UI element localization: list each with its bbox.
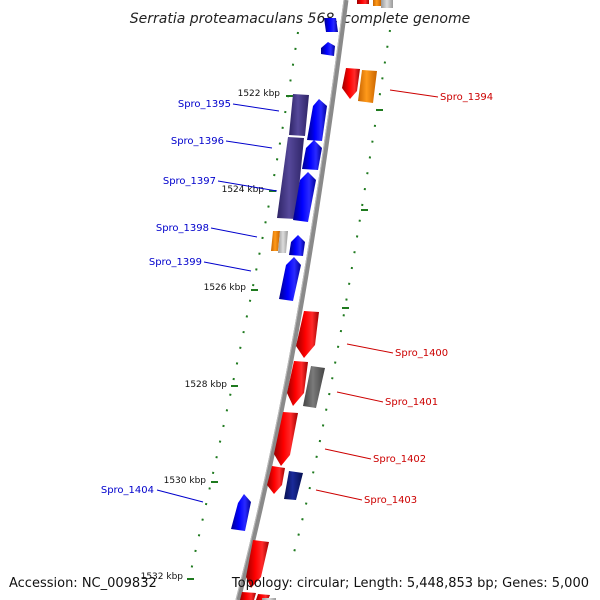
tick-label: 1528 kbp	[185, 380, 228, 390]
tick-label: 1522 kbp	[238, 89, 281, 99]
gene-arrow-forward[interactable]	[278, 231, 288, 253]
gene-arrow-forward[interactable]	[279, 257, 301, 301]
gene-label-forward[interactable]: Spro_1398	[156, 223, 209, 234]
leader-line	[315, 489, 363, 501]
gene-label-reverse[interactable]: Spro_1403	[364, 495, 417, 506]
gene-label-reverse[interactable]: Spro_1394	[440, 92, 493, 103]
gene-label-forward[interactable]: Spro_1404	[101, 485, 154, 496]
leader-lines	[156, 89, 439, 503]
gene-label-forward[interactable]: Spro_1395	[178, 99, 231, 110]
gene-arrow-partial[interactable]	[381, 0, 393, 8]
gene-arrow-forward[interactable]	[293, 172, 316, 222]
gene-arrow-forward[interactable]	[321, 42, 335, 56]
gene-arrow-reverse[interactable]	[267, 466, 285, 494]
gene-arrow-reverse[interactable]	[296, 311, 319, 358]
tick-label: 1532 kbp	[141, 572, 184, 582]
gene-arrow-reverse[interactable]	[274, 412, 298, 466]
gene-arrow-forward[interactable]	[302, 140, 322, 170]
gene-arrow-reverse[interactable]	[358, 70, 377, 103]
leader-line	[324, 448, 372, 460]
gene-label-reverse[interactable]: Spro_1400	[395, 348, 448, 359]
gene-arrow-reverse[interactable]	[284, 471, 303, 500]
gene-arrow-reverse[interactable]	[287, 361, 308, 406]
inner-track-dotted	[189, 31, 299, 576]
leader-line	[156, 489, 204, 503]
gene-arrow-forward[interactable]	[289, 94, 309, 136]
leader-line	[217, 180, 278, 192]
gene-arrow-forward[interactable]	[289, 235, 305, 256]
genome-backbone	[235, 0, 349, 600]
leader-line	[203, 261, 252, 272]
gene-arrow-partial[interactable]	[240, 592, 256, 600]
tick-label: 1530 kbp	[164, 476, 207, 486]
leader-line	[389, 89, 439, 98]
leader-line	[225, 140, 273, 149]
gene-arrow-forward[interactable]	[307, 99, 327, 141]
genome-summary-text: Topology: circular; Length: 5,448,853 bp…	[231, 576, 589, 591]
leader-line	[336, 391, 384, 403]
tick-label: 1526 kbp	[204, 283, 247, 293]
leader-line	[210, 227, 258, 238]
genome-backbone-highlight	[235, 0, 345, 600]
gene-label-reverse[interactable]: Spro_1401	[385, 397, 438, 408]
map-title: Serratia proteamaculans 568, complete ge…	[130, 11, 470, 27]
leader-line	[346, 343, 394, 354]
gene-label-reverse[interactable]: Spro_1402	[373, 454, 426, 465]
gene-arrow-reverse[interactable]	[303, 366, 325, 408]
gene-arrow-forward[interactable]	[271, 231, 280, 251]
gene-arrow-partial[interactable]	[357, 0, 369, 4]
gene-features[interactable]	[231, 0, 393, 600]
accession-text: Accession: NC_009832	[9, 576, 157, 591]
tick-label: 1524 kbp	[222, 185, 265, 195]
gene-label-forward[interactable]: Spro_1399	[149, 257, 202, 268]
tick-marks	[187, 95, 383, 580]
gene-arrow-reverse[interactable]	[246, 540, 269, 588]
gene-arrow-reverse[interactable]	[342, 68, 360, 99]
gene-label-forward[interactable]: Spro_1396	[171, 136, 224, 147]
gene-arrow-partial[interactable]	[373, 0, 381, 6]
gene-label-forward[interactable]: Spro_1397	[163, 176, 216, 187]
leader-line	[232, 103, 280, 112]
gene-arrow-forward[interactable]	[324, 18, 338, 32]
gene-arrow-forward[interactable]	[231, 494, 251, 531]
